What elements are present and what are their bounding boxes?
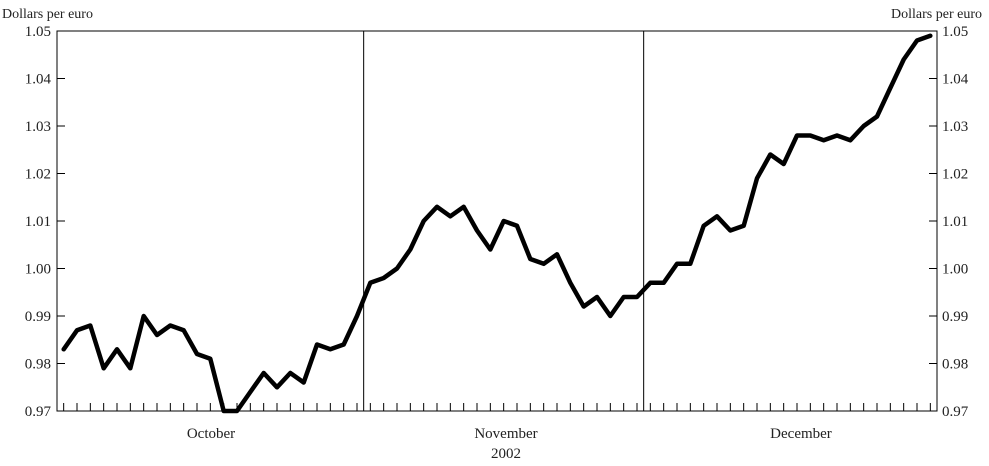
y-tick-label-left: 0.99 [25,309,51,325]
left-y-axis: 0.97 0.98 0.99 1.00 1.01 1.02 1.03 1.04 1.05 [25,24,65,420]
y-tick-label-left: 0.97 [25,404,52,420]
y-tick-label-left: 1.05 [25,24,51,40]
y-tick-label-right: 1.03 [942,119,968,135]
y-tick-label-right: 1.01 [942,214,968,230]
y-tick-label-right: 1.02 [942,167,968,183]
right-axis-unit-label: Dollars per euro [891,7,982,22]
y-tick-label-left: 1.01 [25,214,51,230]
plot-frame [56,30,938,412]
month-label-november: November [474,426,537,442]
y-tick-label-left: 1.02 [25,167,51,183]
y-tick-label-left: 1.04 [25,72,52,88]
y-tick-label-left: 1.03 [25,119,51,135]
series-line [61,33,933,414]
y-tick-label-left: 0.98 [25,357,51,373]
month-label-october: October [187,426,235,442]
series-layer [61,33,933,414]
left-axis-unit-label: Dollars per euro [2,7,93,22]
year-label: 2002 [491,446,521,462]
y-tick-label-right: 1.04 [942,72,969,88]
y-tick-label-right: 0.98 [942,357,968,373]
right-y-axis: 0.97 0.98 0.99 1.00 1.01 1.02 1.03 1.04 1.05 [929,24,969,420]
y-tick-label-left: 1.00 [25,262,51,278]
y-tick-label-right: 0.99 [942,309,968,325]
month-label-december: December [770,426,832,442]
month-dividers [363,31,645,411]
y-tick-label-right: 0.97 [942,404,969,420]
y-tick-label-right: 1.00 [942,262,968,278]
y-tick-label-right: 1.05 [942,24,968,40]
x-axis [63,403,931,411]
